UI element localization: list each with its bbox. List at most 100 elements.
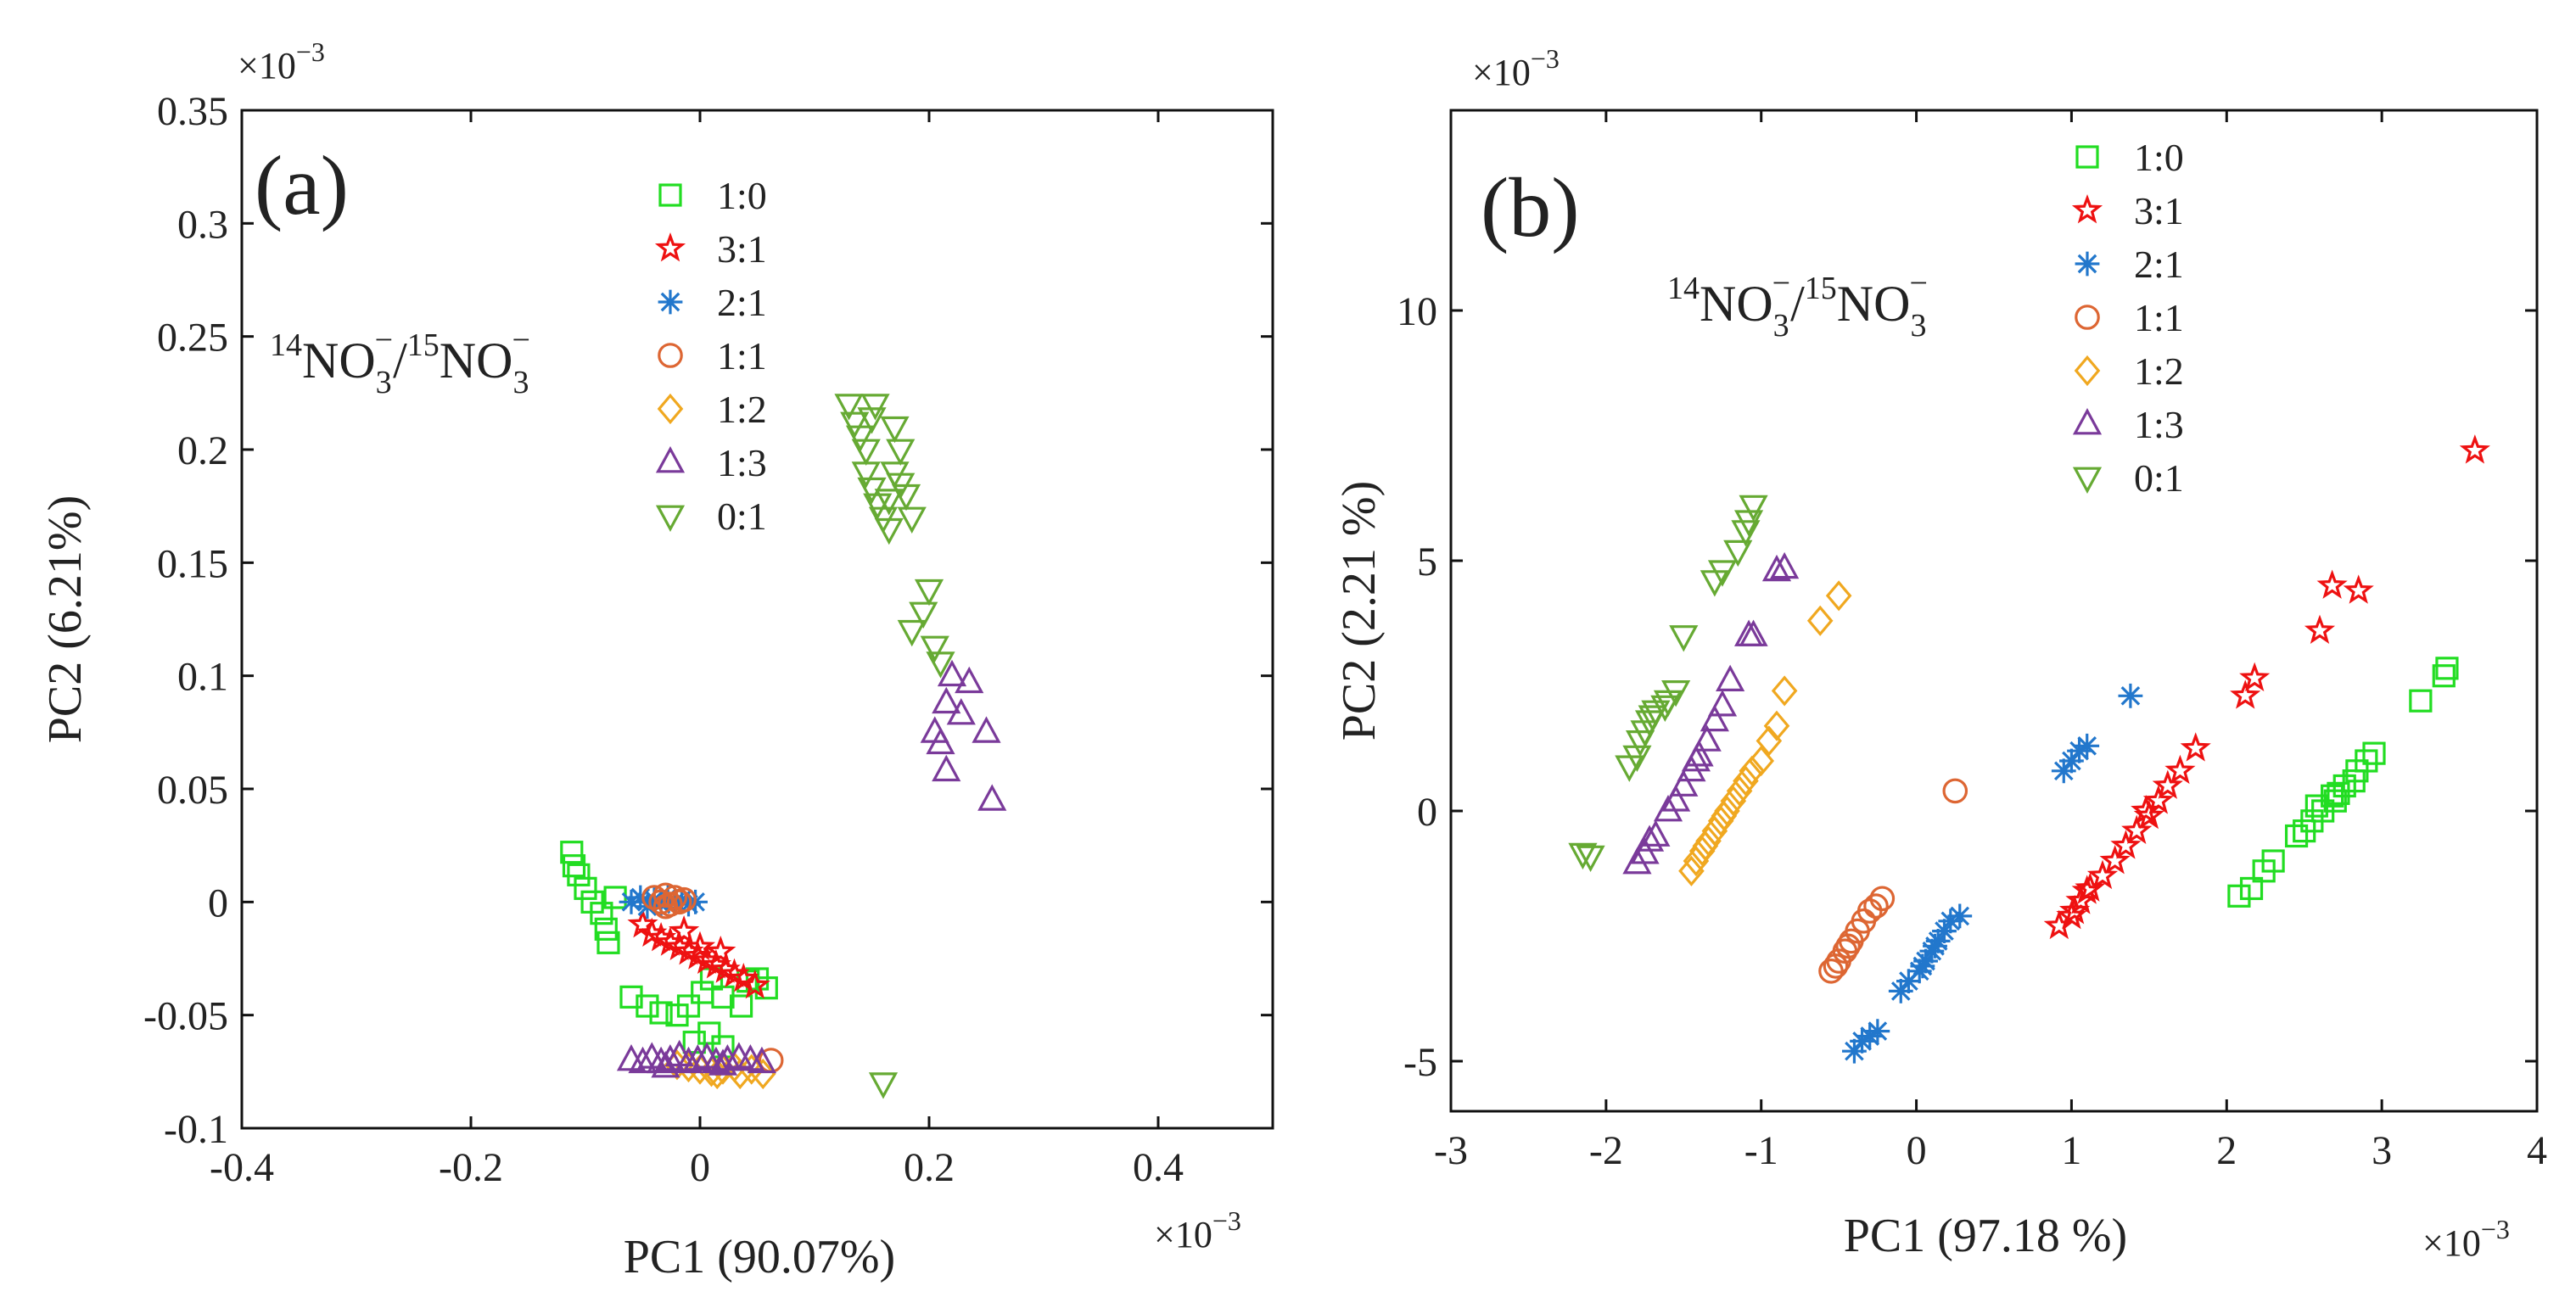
data-point-1-0 (594, 917, 618, 941)
panel-a-y-axis-label: PC2 (6.21%) (39, 495, 92, 743)
data-point-2-1 (1947, 903, 1973, 929)
data-point-1-0 (590, 902, 613, 925)
legend-label: 0:1 (717, 495, 767, 538)
data-point-0-1 (1731, 520, 1761, 547)
data-point-2-1 (1932, 919, 1957, 943)
data-point-1-0 (2239, 876, 2264, 901)
data-point-2-1 (676, 892, 701, 917)
data-point-1-3 (701, 1046, 731, 1074)
legend-marker-1-3 (655, 446, 686, 473)
legend-marker-1-0 (2075, 145, 2099, 169)
legend-marker-1-2 (2074, 355, 2101, 387)
data-point-0-1 (1739, 495, 1768, 523)
panel-b-points (1568, 434, 2490, 1064)
legend-label: 1:2 (2134, 349, 2184, 393)
data-point-1-3 (747, 1046, 776, 1074)
data-point-2-1 (1910, 953, 1935, 979)
data-point-0-1 (1723, 539, 1753, 567)
data-point-1-3 (683, 1044, 713, 1071)
data-point-0-1 (863, 493, 893, 520)
data-point-1-3 (647, 1046, 676, 1074)
legend-marker-1-0 (658, 183, 682, 207)
y-tick-label: -0.05 (143, 994, 228, 1039)
panel-a-y-ticks: -0.1 -0.05 0 0.05 0.1 0.15 0.2 0.25 0.3 0.35 (143, 89, 1273, 1152)
legend-marker-1-1 (2075, 305, 2100, 330)
data-point-1-0 (2261, 849, 2285, 873)
data-point-1-0 (2435, 657, 2459, 680)
data-point-1-3 (972, 716, 1001, 743)
data-point-0-1 (886, 439, 916, 466)
data-point-1-0 (649, 1001, 673, 1025)
data-point-3-1 (2152, 769, 2183, 799)
x-tick-label: 3 (2372, 1128, 2392, 1173)
data-point-2-1 (628, 885, 653, 910)
data-point-3-1 (2316, 569, 2348, 599)
data-point-0-1 (1653, 690, 1683, 718)
data-point-1-3 (1707, 690, 1738, 717)
y-tick-label: -5 (1403, 1040, 1437, 1085)
data-point-1-2 (1739, 755, 1766, 786)
data-point-3-1 (2110, 830, 2142, 859)
legend-marker-2-1 (658, 289, 683, 315)
data-point-1-0 (729, 994, 753, 1018)
data-point-1-3 (932, 686, 961, 714)
data-point-0-1 (1669, 625, 1699, 652)
data-point-1-3 (1761, 554, 1792, 582)
legend-marker-3-1 (2071, 193, 2103, 224)
data-point-1-2 (1763, 710, 1790, 741)
data-point-2-1 (1842, 1038, 1867, 1064)
x-tick-label: 0 (1907, 1128, 1927, 1173)
data-point-3-1 (739, 969, 770, 999)
legend-marker-1-1 (658, 343, 683, 368)
data-point-0-1 (1638, 705, 1667, 732)
data-point-1-3 (628, 1046, 658, 1074)
data-point-3-1 (728, 962, 759, 992)
data-point-1-3 (708, 1048, 738, 1076)
data-point-3-1 (2239, 662, 2271, 692)
data-point-1-0 (2293, 819, 2316, 843)
data-point-1-3 (1634, 825, 1665, 852)
data-point-0-1 (845, 425, 876, 452)
data-point-3-1 (2099, 844, 2131, 875)
panel-a-x-ticks: -0.4 -0.2 0 0.2 0.4 (210, 110, 1184, 1190)
legend-label: 2:1 (2134, 243, 2184, 286)
data-point-0-1 (897, 506, 927, 534)
data-point-1-0 (560, 841, 584, 864)
data-point-0-1 (851, 461, 881, 489)
legend-marker-2-1 (2075, 251, 2100, 277)
panel-a-x-multiplier: ×10−3 (1154, 1205, 1241, 1255)
data-point-1-0 (2321, 784, 2344, 808)
data-point-1-1 (1835, 933, 1861, 959)
x-tick-label: 0.2 (904, 1145, 955, 1190)
panel-b-x-axis-label: PC1 (97.18 %) (1844, 1210, 2127, 1262)
data-point-1-3 (1653, 795, 1683, 822)
legend-label: 1:1 (2134, 296, 2184, 339)
data-point-2-1 (2067, 738, 2092, 763)
panel-a-legend: 1:0 3:1 2:1 1:1 1:2 1:3 0:1 (654, 174, 767, 538)
x-tick-label: -3 (1434, 1128, 1468, 1173)
panel-b-y-axis-label: PC2 (2.21 %) (1333, 481, 1386, 741)
legend-label: 1:0 (2134, 136, 2184, 179)
x-tick-label: -0.2 (439, 1145, 503, 1190)
data-point-3-1 (669, 914, 700, 945)
panel-b-x-ticks: -3 -2 -1 0 1 2 3 4 (1434, 110, 2547, 1173)
x-tick-label: 0.4 (1133, 1145, 1184, 1190)
x-tick-label: 0 (690, 1145, 710, 1190)
data-point-1-0 (2355, 749, 2378, 773)
data-point-2-1 (1923, 933, 1947, 959)
data-point-2-1 (2051, 758, 2076, 784)
y-tick-label: 0.3 (177, 202, 228, 247)
data-point-0-1 (1707, 560, 1738, 587)
data-point-1-3 (1716, 664, 1745, 692)
data-point-1-0 (754, 976, 778, 1000)
y-tick-label: -0.1 (164, 1107, 228, 1152)
legend-label: 1:2 (717, 388, 767, 431)
legend-label: 3:1 (2134, 189, 2184, 232)
y-tick-label: 0.15 (157, 541, 228, 586)
data-point-1-0 (676, 994, 701, 1018)
x-tick-label: -0.4 (210, 1145, 274, 1190)
legend-label: 3:1 (717, 227, 767, 271)
data-point-1-1 (1869, 886, 1896, 912)
data-point-3-1 (2071, 875, 2103, 904)
